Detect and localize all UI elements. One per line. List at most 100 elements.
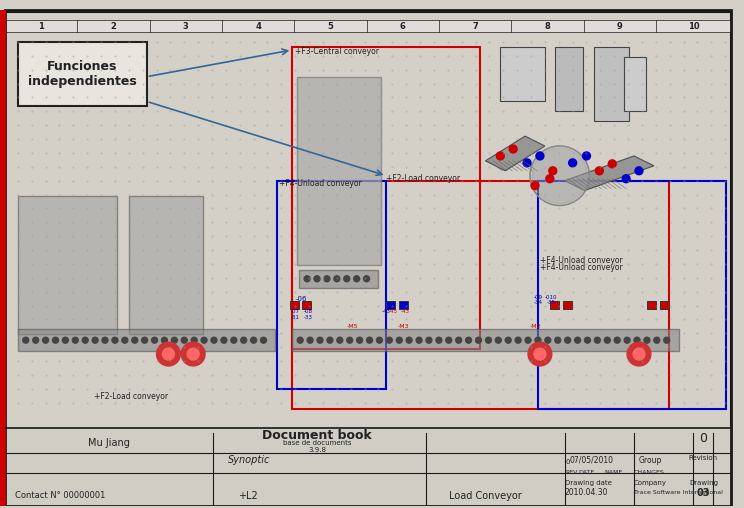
Bar — [297, 77, 382, 265]
Circle shape — [594, 337, 600, 343]
Circle shape — [122, 337, 128, 343]
Circle shape — [314, 276, 320, 282]
Circle shape — [241, 337, 247, 343]
Text: Mu Jiang: Mu Jiang — [88, 438, 130, 448]
Circle shape — [187, 348, 199, 360]
Circle shape — [112, 337, 118, 343]
Circle shape — [523, 159, 531, 167]
Circle shape — [585, 337, 591, 343]
Circle shape — [221, 337, 227, 343]
Bar — [550, 301, 559, 309]
Text: -07
-31: -07 -31 — [291, 309, 300, 320]
Circle shape — [191, 337, 197, 343]
Circle shape — [102, 337, 108, 343]
Circle shape — [344, 276, 350, 282]
Text: 8: 8 — [545, 22, 551, 30]
Circle shape — [376, 337, 382, 343]
Text: 2: 2 — [111, 22, 116, 30]
Bar — [278, 181, 386, 389]
Text: 9: 9 — [617, 22, 623, 30]
Text: 1: 1 — [38, 22, 44, 30]
Circle shape — [353, 276, 359, 282]
Circle shape — [532, 148, 588, 204]
Text: 03: 03 — [696, 488, 710, 498]
Circle shape — [627, 342, 651, 366]
Text: 7: 7 — [472, 22, 478, 30]
Circle shape — [317, 337, 323, 343]
Text: Trace Software International: Trace Software International — [634, 490, 723, 495]
Text: REV: REV — [565, 470, 578, 475]
Text: base de documents
3.9.8: base de documents 3.9.8 — [283, 440, 351, 453]
Circle shape — [162, 348, 174, 360]
Text: -09
-34: -09 -34 — [533, 295, 542, 305]
Circle shape — [416, 337, 422, 343]
Circle shape — [211, 337, 217, 343]
Circle shape — [182, 337, 187, 343]
Bar — [299, 270, 379, 288]
Circle shape — [509, 145, 517, 153]
Circle shape — [426, 337, 432, 343]
Circle shape — [604, 337, 610, 343]
Bar — [292, 329, 679, 351]
FancyBboxPatch shape — [594, 47, 629, 121]
Circle shape — [546, 175, 554, 183]
Text: +F4-Unload conveyor: +F4-Unload conveyor — [540, 256, 623, 265]
Circle shape — [152, 337, 158, 343]
Text: Company: Company — [634, 480, 667, 486]
Circle shape — [574, 337, 580, 343]
Bar — [292, 181, 669, 408]
Bar — [302, 301, 311, 309]
Bar — [660, 301, 669, 309]
Text: +L2: +L2 — [238, 491, 257, 501]
FancyBboxPatch shape — [18, 42, 147, 106]
Text: -43: -43 — [401, 309, 410, 314]
Circle shape — [496, 337, 501, 343]
Circle shape — [525, 337, 531, 343]
Circle shape — [634, 337, 640, 343]
Circle shape — [33, 337, 39, 343]
Circle shape — [496, 152, 504, 160]
Text: -M2: -M2 — [530, 324, 542, 329]
Text: -43: -43 — [382, 309, 391, 314]
Bar — [5, 20, 731, 32]
Text: -45: -45 — [389, 309, 398, 314]
Circle shape — [644, 337, 650, 343]
Circle shape — [549, 167, 557, 175]
FancyBboxPatch shape — [500, 47, 545, 102]
Circle shape — [622, 175, 630, 183]
Circle shape — [297, 337, 303, 343]
Bar — [562, 301, 571, 309]
Text: 5: 5 — [327, 22, 333, 30]
Circle shape — [182, 342, 205, 366]
Circle shape — [251, 337, 257, 343]
Bar — [292, 47, 481, 349]
Circle shape — [528, 342, 552, 366]
Circle shape — [397, 337, 403, 343]
Circle shape — [132, 337, 138, 343]
Text: Funciones
independientes: Funciones independientes — [28, 60, 137, 88]
Circle shape — [171, 337, 177, 343]
Text: DATE: DATE — [579, 470, 594, 475]
Circle shape — [83, 337, 89, 343]
Text: 2010.04.30: 2010.04.30 — [565, 488, 608, 497]
Circle shape — [337, 337, 343, 343]
Text: +F2-Load conveyor: +F2-Load conveyor — [386, 174, 461, 183]
Circle shape — [485, 337, 491, 343]
Circle shape — [356, 337, 362, 343]
Circle shape — [367, 337, 373, 343]
Text: Document book: Document book — [262, 429, 372, 442]
Circle shape — [615, 337, 620, 343]
Text: Revision: Revision — [689, 455, 718, 461]
Text: +F3-Central conveyor: +F3-Central conveyor — [295, 47, 379, 56]
Circle shape — [624, 337, 630, 343]
Circle shape — [565, 337, 571, 343]
Circle shape — [72, 337, 78, 343]
Circle shape — [260, 337, 266, 343]
Text: -M3: -M3 — [397, 324, 409, 329]
Circle shape — [406, 337, 412, 343]
Circle shape — [545, 337, 551, 343]
Bar — [290, 301, 299, 309]
Circle shape — [347, 337, 353, 343]
Bar — [18, 196, 117, 334]
Circle shape — [505, 337, 511, 343]
